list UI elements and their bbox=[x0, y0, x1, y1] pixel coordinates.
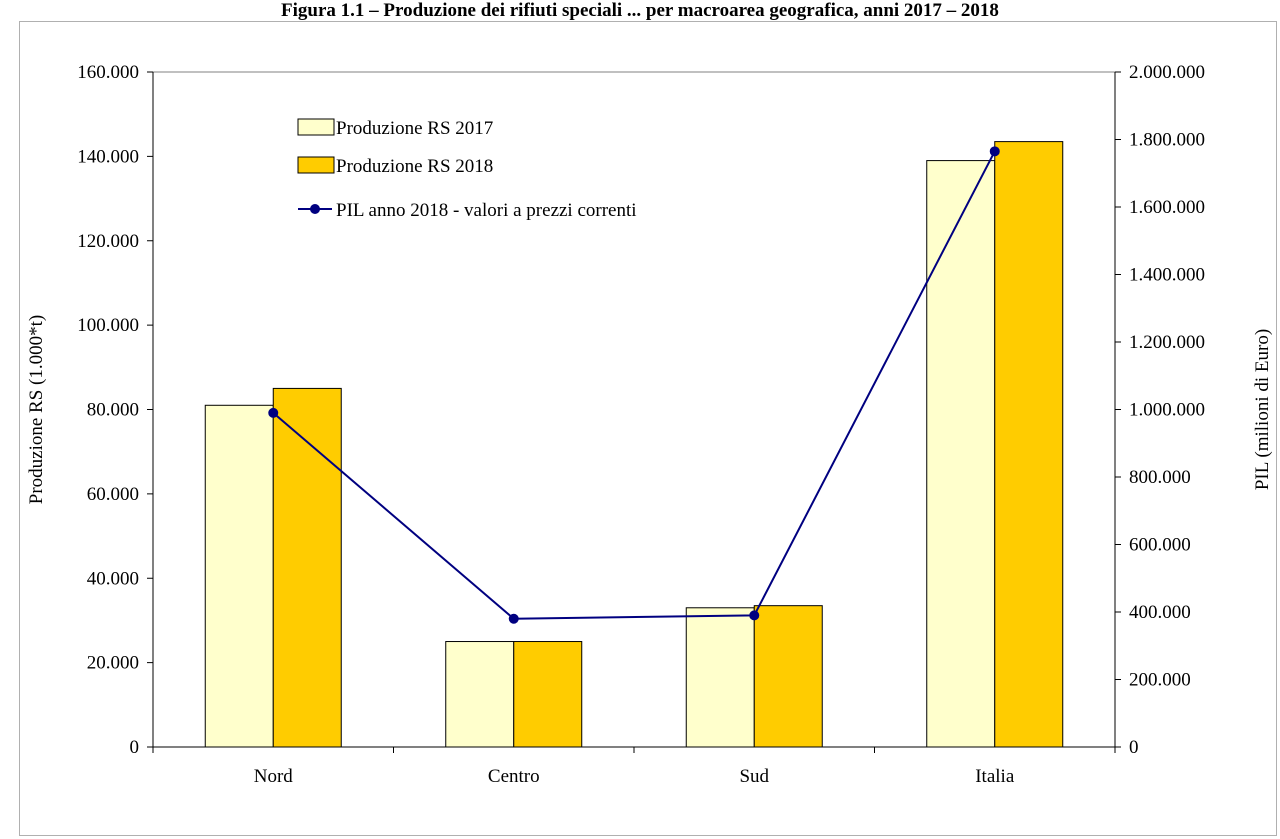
legend-label: Produzione RS 2018 bbox=[336, 156, 493, 177]
y-tick-label: 60.000 bbox=[87, 484, 139, 505]
y-tick-label: 100.000 bbox=[77, 315, 139, 336]
x-tick-label: Sud bbox=[739, 766, 769, 787]
y-tick-label: 20.000 bbox=[87, 653, 139, 674]
y2-tick-label: 600.000 bbox=[1129, 535, 1191, 556]
legend-label: PIL anno 2018 - valori a prezzi correnti bbox=[336, 200, 637, 221]
bars bbox=[204, 141, 1064, 748]
legend-swatch bbox=[297, 118, 335, 136]
pil-line-path bbox=[272, 150, 996, 620]
y-tick-label: 160.000 bbox=[77, 62, 139, 83]
bar bbox=[445, 641, 515, 748]
pil-point bbox=[508, 613, 519, 624]
pil-point bbox=[989, 146, 1000, 157]
page-title: Figura 1.1 – Produzione dei rifiuti spec… bbox=[281, 0, 999, 21]
x-tick-label: Nord bbox=[254, 766, 294, 787]
bar bbox=[685, 607, 755, 748]
legend-label: Produzione RS 2017 bbox=[336, 118, 493, 139]
y2-axis-label: PIL (milioni di Euro) bbox=[1252, 329, 1273, 490]
bar bbox=[753, 605, 823, 748]
y-tick-label: 80.000 bbox=[87, 400, 139, 421]
legend-swatch bbox=[297, 156, 335, 174]
y-tick-label: 40.000 bbox=[87, 568, 139, 589]
y-tick-label: 140.000 bbox=[77, 146, 139, 167]
pil-point bbox=[749, 610, 760, 621]
y-tick-label: 0 bbox=[130, 737, 140, 758]
y2-tick-label: 1.800.000 bbox=[1129, 130, 1205, 151]
pil-point bbox=[268, 407, 279, 418]
y2-tick-label: 400.000 bbox=[1129, 602, 1191, 623]
y2-tick-label: 1.600.000 bbox=[1129, 197, 1205, 218]
x-tick-label: Italia bbox=[975, 766, 1015, 787]
bar bbox=[926, 160, 996, 748]
bar bbox=[272, 387, 342, 748]
pil-line bbox=[268, 146, 1000, 624]
y2-tick-label: 200.000 bbox=[1129, 670, 1191, 691]
chart-frame bbox=[19, 21, 1277, 836]
axes: 0 20.000 40.000 60.000 80.000 100.000 120.000 1… bbox=[26, 62, 1273, 787]
y2-tick-label: 1.000.000 bbox=[1129, 400, 1205, 421]
legend-marker bbox=[310, 204, 320, 214]
bar bbox=[204, 404, 274, 748]
y-tick-label: 120.000 bbox=[77, 231, 139, 252]
y2-tick-label: 800.000 bbox=[1129, 467, 1191, 488]
legend: Produzione RS 2017 Produzione RS 2018 PIL … bbox=[297, 118, 637, 221]
bar bbox=[513, 641, 583, 748]
y2-tick-label: 1.200.000 bbox=[1129, 332, 1205, 353]
bar bbox=[994, 141, 1064, 748]
x-tick-label: Centro bbox=[488, 766, 540, 787]
y2-tick-label: 2.000.000 bbox=[1129, 62, 1205, 83]
y-axis-label: Produzione RS (1.000*t) bbox=[26, 315, 47, 504]
y2-tick-label: 0 bbox=[1129, 737, 1139, 758]
y2-tick-label: 1.400.000 bbox=[1129, 265, 1205, 286]
